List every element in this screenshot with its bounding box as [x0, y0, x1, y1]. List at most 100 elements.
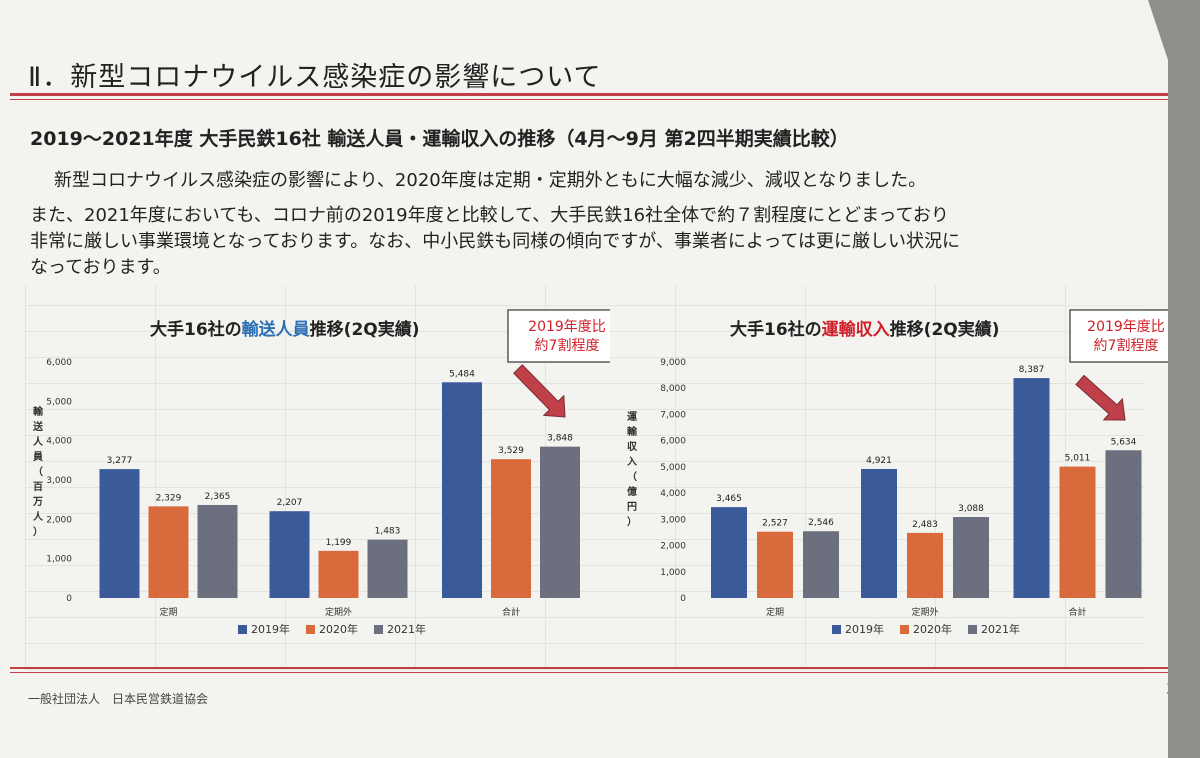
y-tick-label: 3,000 [46, 476, 72, 486]
y-axis-label-char: 員 [32, 451, 43, 463]
data-label: 3,465 [716, 494, 742, 504]
y-axis-label-char: 百 [33, 481, 43, 493]
y-tick-label: 5,000 [660, 463, 686, 473]
headline: 2019～2021年度 大手民鉄16社 輸送人員・運輸収入の推移（4月～9月 第… [30, 128, 849, 150]
legend-label: 2019年 [845, 622, 884, 636]
category-label: 合計 [1068, 606, 1086, 618]
y-tick-label: 7,000 [660, 410, 686, 420]
page-number: 3 [1166, 680, 1176, 698]
y-axis-label-char: 万 [32, 496, 43, 508]
data-label: 2,207 [277, 498, 303, 508]
bar [1059, 466, 1096, 598]
data-label: 2,527 [762, 519, 788, 529]
data-label: 1,199 [326, 538, 352, 548]
y-axis-label-char: 円 [627, 501, 637, 513]
paragraph-line-1: 新型コロナウイルス感染症の影響により、2020年度は定期・定期外ともに大幅な減少… [54, 170, 927, 191]
slide-page: Ⅱ．新型コロナウイルス感染症の影響について 2019～2021年度 大手民鉄16… [0, 0, 1168, 758]
legend-swatch [238, 625, 247, 634]
y-axis-label-char: 送 [32, 420, 44, 433]
y-axis-label-char: 人 [33, 510, 44, 523]
bar [318, 550, 359, 598]
legend-label: 2019年 [251, 622, 290, 636]
bar [711, 507, 747, 598]
footer-rule [10, 667, 1168, 669]
y-tick-label: 6,000 [46, 358, 72, 368]
y-axis-label-char: 収 [627, 441, 638, 453]
data-label: 8,387 [1019, 365, 1045, 375]
data-label: 2,546 [808, 518, 834, 528]
title-rule-thin [10, 99, 1168, 100]
annotation-box [507, 309, 610, 363]
y-tick-label: 8,000 [660, 384, 686, 394]
y-axis-label-char: （ [33, 465, 43, 478]
y-axis-label-char: ） [627, 515, 637, 528]
category-label: 定期 [159, 606, 177, 618]
bar [757, 531, 793, 598]
y-tick-label: 4,000 [46, 437, 72, 447]
bar [269, 511, 310, 598]
data-label: 3,848 [547, 434, 573, 444]
bar [907, 532, 943, 598]
title-rule [10, 93, 1168, 96]
legend-label: 2021年 [981, 622, 1020, 636]
y-axis-label-char: （ [627, 470, 637, 483]
y-tick-label: 4,000 [660, 489, 686, 499]
bar [1013, 378, 1050, 598]
annotation-box [1069, 309, 1168, 363]
bar [442, 382, 482, 598]
y-tick-label: 0 [680, 594, 686, 604]
category-label: 定期外 [325, 606, 352, 618]
legend-swatch [374, 625, 383, 634]
y-axis-label-char: 人 [33, 435, 44, 448]
data-label: 3,277 [107, 456, 133, 466]
legend-label: 2020年 [319, 622, 358, 636]
category-label: 定期 [766, 606, 784, 618]
paragraph-line-2: また、2021年度においても、コロナ前の2019年度と比較して、大手民鉄16社全… [30, 205, 949, 226]
footer-organization: 一般社団法人 日本民営鉄道協会 [28, 692, 209, 706]
annotation-text: 2019年度比 [1087, 319, 1165, 335]
legend-swatch [832, 625, 841, 634]
legend-label: 2021年 [387, 622, 426, 636]
data-label: 5,634 [1111, 437, 1137, 447]
data-label: 2,365 [205, 492, 231, 502]
annotation-text: 2019年度比 [528, 319, 606, 335]
y-axis-label-char: 運 [627, 411, 637, 423]
y-tick-label: 2,000 [46, 515, 72, 525]
y-tick-label: 1,000 [46, 555, 72, 565]
data-label: 2,329 [156, 493, 182, 503]
legend-swatch [306, 625, 315, 634]
chart-title: 大手16社の運輸収入推移(2Q実績) [730, 319, 1000, 340]
data-label: 4,921 [866, 456, 892, 466]
y-tick-label: 2,000 [660, 542, 686, 552]
bar [99, 469, 140, 598]
section-title: Ⅱ．新型コロナウイルス感染症の影響について [28, 62, 602, 93]
paragraph-line-4: なっております。 [30, 257, 171, 278]
annotation-text: 約7割程度 [535, 337, 600, 354]
down-arrow-icon [513, 364, 566, 418]
down-arrow-icon [1075, 374, 1126, 421]
y-axis-label-char: 輸 [33, 405, 44, 418]
category-label: 合計 [502, 606, 520, 618]
bar [953, 517, 989, 598]
data-label: 1,483 [375, 527, 401, 537]
bar [197, 504, 238, 598]
y-tick-label: 9,000 [660, 358, 686, 368]
bar [148, 506, 189, 598]
y-axis-label-char: 入 [627, 456, 637, 468]
y-tick-label: 6,000 [660, 437, 686, 447]
footer-rule-thin [10, 672, 1168, 673]
y-axis-label-char: ） [33, 525, 43, 538]
annotation-text: 約7割程度 [1094, 337, 1159, 354]
y-axis-label-char: 億 [627, 485, 637, 498]
bar [491, 459, 531, 598]
paragraph-line-3: 非常に厳しい事業環境となっております。なお、中小民鉄も同様の傾向ですが、事業者に… [30, 231, 961, 252]
passengers-chart: 大手16社の輸送人員推移(2Q実績) 0 1,000 2,000 3,000 4,000 5… [32, 309, 610, 636]
chart-title: 大手16社の輸送人員推移(2Q実績) [150, 319, 420, 340]
y-axis-label-char: 輸 [627, 425, 638, 438]
category-label: 定期外 [911, 606, 938, 618]
y-tick-label: 0 [66, 594, 72, 604]
y-tick-label: 5,000 [46, 397, 72, 407]
legend-swatch [968, 625, 977, 634]
y-tick-label: 1,000 [660, 568, 686, 578]
bar [803, 531, 839, 598]
